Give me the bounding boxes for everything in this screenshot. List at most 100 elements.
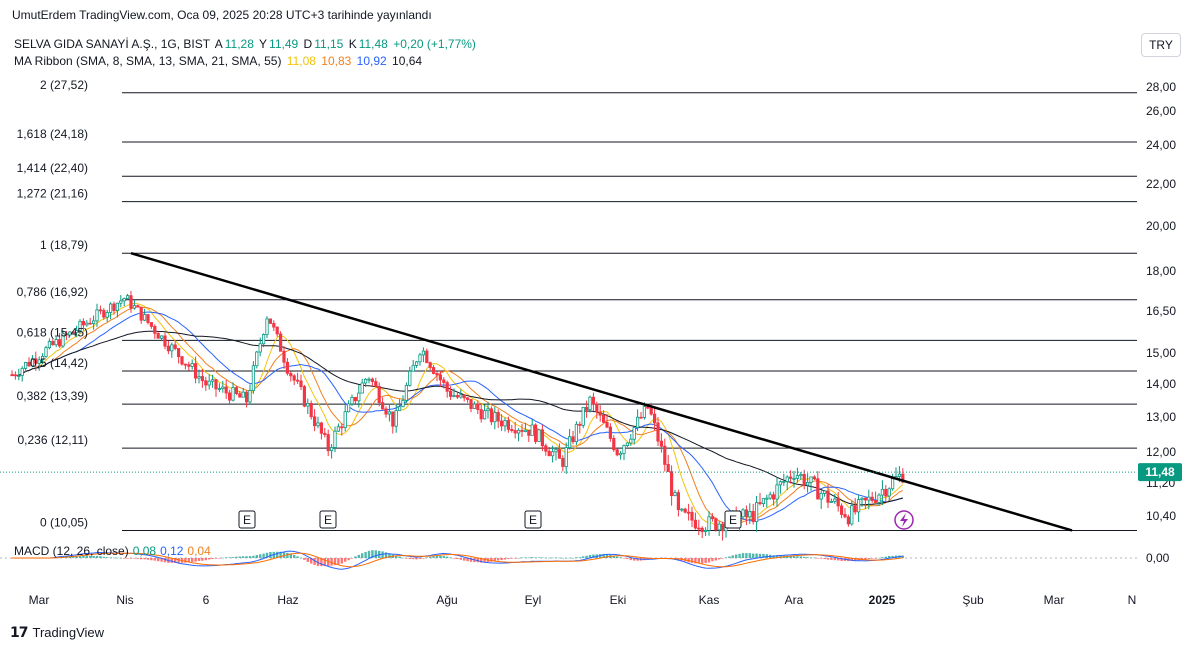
macd-value: 0,04	[187, 544, 211, 558]
macd-histogram-bar	[381, 551, 384, 558]
macd-histogram-bar	[622, 558, 626, 559]
candle-body	[595, 403, 599, 413]
macd-histogram-bar	[568, 557, 571, 559]
candle-body	[891, 478, 895, 490]
candle-body	[551, 451, 555, 457]
macd-histogram-bar	[330, 558, 333, 566]
candle-body	[414, 361, 419, 366]
tradingview-logo[interactable]: 𝟭𝟳 TradingView	[10, 624, 104, 641]
candle-body	[489, 408, 494, 423]
candle-body	[520, 429, 524, 432]
macd-histogram-bar	[840, 558, 843, 561]
symbol-name: SELVA GIDA SANAYİ A.Ş., 1G, BIST	[14, 37, 211, 51]
candle-body	[751, 511, 755, 523]
macd-histogram-bar	[242, 556, 245, 558]
macd-histogram-bar	[425, 557, 428, 559]
alert-bolt-icon[interactable]	[894, 510, 914, 530]
candle-body	[574, 423, 579, 443]
candle-body	[30, 358, 35, 367]
candle-body	[874, 500, 878, 503]
candle-body	[690, 511, 694, 521]
macd-histogram-bar	[116, 557, 119, 559]
earnings-marker[interactable]: E	[238, 510, 256, 529]
earnings-label: E	[729, 513, 737, 527]
macd-histogram-bar	[412, 558, 415, 560]
macd-histogram-bar	[143, 558, 146, 560]
macd-histogram-bar	[837, 558, 840, 561]
earnings-label: E	[324, 513, 332, 527]
macd-histogram-bar	[95, 555, 99, 558]
candle-body	[275, 326, 279, 335]
macd-histogram-bar	[605, 554, 609, 558]
candle-body	[853, 505, 857, 513]
macd-histogram-bar	[340, 558, 343, 564]
macd-histogram-bar	[194, 558, 197, 562]
candle-body	[278, 333, 283, 352]
candle-body	[452, 395, 456, 397]
macd-histogram-bar	[524, 557, 527, 558]
macd-histogram-bar	[701, 558, 704, 564]
earnings-label: E	[529, 513, 537, 527]
ma-line-21	[11, 311, 903, 522]
macd-histogram-bar	[350, 558, 354, 559]
candle-body	[88, 322, 92, 325]
macd-histogram-bar	[480, 558, 483, 563]
publication-info: UmutErdem TradingView.com, Oca 09, 2025 …	[12, 8, 432, 22]
candle-body	[95, 309, 99, 322]
candle-body	[833, 498, 837, 502]
candle-body	[289, 372, 293, 377]
candle-body	[670, 471, 674, 497]
macd-histogram-bar	[578, 557, 581, 558]
candle-body	[187, 364, 191, 367]
candle-body	[527, 429, 531, 436]
candle-body	[860, 497, 864, 501]
macd-histogram-bar	[735, 554, 738, 558]
candle-body	[251, 365, 255, 391]
candle-body	[544, 445, 548, 452]
macd-histogram-bar	[85, 555, 88, 558]
candle-body	[105, 312, 109, 318]
earnings-box	[524, 510, 542, 529]
earnings-marker[interactable]: E	[319, 510, 337, 529]
macd-histogram-bar	[231, 557, 235, 558]
currency-button[interactable]: TRY	[1141, 33, 1181, 57]
macd-histogram-bar	[102, 556, 105, 558]
macd-histogram-bar	[408, 558, 411, 559]
macd-histogram-bar	[626, 558, 629, 560]
macd-histogram-bar	[136, 558, 139, 559]
candle-body	[704, 529, 708, 533]
macd-histogram-bar	[697, 558, 700, 564]
candle-body	[404, 384, 409, 401]
macd-histogram-bar	[255, 555, 258, 558]
candle-body	[159, 335, 164, 339]
price-tick: 20,00	[1146, 219, 1176, 233]
candle-body	[629, 438, 633, 444]
macd-histogram-bar	[755, 553, 758, 558]
candle-body	[625, 442, 630, 446]
candle-body	[285, 361, 290, 374]
candle-body	[877, 494, 881, 503]
candle-body	[867, 496, 871, 501]
candle-body	[428, 362, 432, 368]
candle-body	[58, 339, 62, 347]
candle-body	[517, 429, 521, 434]
macd-value: 0,12	[160, 544, 184, 558]
macd-histogram-bar	[92, 555, 95, 558]
macd-histogram-bar	[106, 557, 109, 558]
candle-body	[721, 523, 725, 532]
candle-body	[129, 295, 133, 309]
earnings-marker[interactable]: E	[724, 510, 742, 529]
symbol-legend: SELVA GIDA SANAYİ A.Ş., 1G, BIST A 11,28 …	[14, 37, 478, 51]
earnings-marker[interactable]: E	[524, 510, 542, 529]
macd-histogram-bar	[517, 557, 520, 559]
macd-histogram-bar	[493, 558, 496, 562]
macd-histogram-bar	[316, 558, 320, 566]
macd-histogram-bar	[163, 558, 167, 563]
macd-line	[12, 550, 903, 570]
candle-body	[64, 333, 68, 336]
candle-body	[758, 502, 762, 505]
candle-body	[772, 494, 776, 500]
candle-body	[547, 450, 551, 457]
time-label: Ara	[785, 593, 804, 607]
